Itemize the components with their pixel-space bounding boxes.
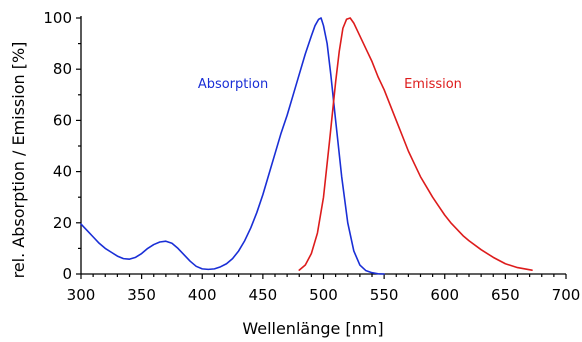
x-tick-label-400: 400 <box>188 286 217 304</box>
x-tick-label-350: 350 <box>127 286 156 304</box>
x-tick-label-650: 650 <box>491 286 520 304</box>
x-tick-label-500: 500 <box>309 286 338 304</box>
y-tick-label-0: 0 <box>62 265 72 283</box>
x-tick-label-600: 600 <box>430 286 459 304</box>
y-axis-title: rel. Absorption / Emission [%] <box>9 42 28 279</box>
x-tick-label-550: 550 <box>370 286 399 304</box>
x-ticks: 300 350 400 450 500 550 600 650 700 <box>67 274 581 304</box>
x-tick-label-450: 450 <box>249 286 278 304</box>
y-tick-label-40: 40 <box>53 163 72 181</box>
series-lines <box>80 17 533 275</box>
series-line-absorption <box>80 17 385 275</box>
y-tick-label-100: 100 <box>43 9 72 27</box>
y-tick-label-20: 20 <box>53 214 72 232</box>
x-tick-label-700: 700 <box>552 286 581 304</box>
y-tick-label-60: 60 <box>53 111 72 129</box>
y-ticks: 0 20 40 60 80 100 <box>43 9 81 283</box>
series-label-emission: Emission <box>404 77 462 92</box>
y-tick-label-80: 80 <box>53 60 72 78</box>
x-tick-label-300: 300 <box>67 286 96 304</box>
x-axis-title: Wellenlänge [nm] <box>242 319 383 338</box>
series-line-emission <box>298 17 533 271</box>
axes <box>80 16 566 275</box>
series-label-absorption: Absorption <box>198 77 268 92</box>
